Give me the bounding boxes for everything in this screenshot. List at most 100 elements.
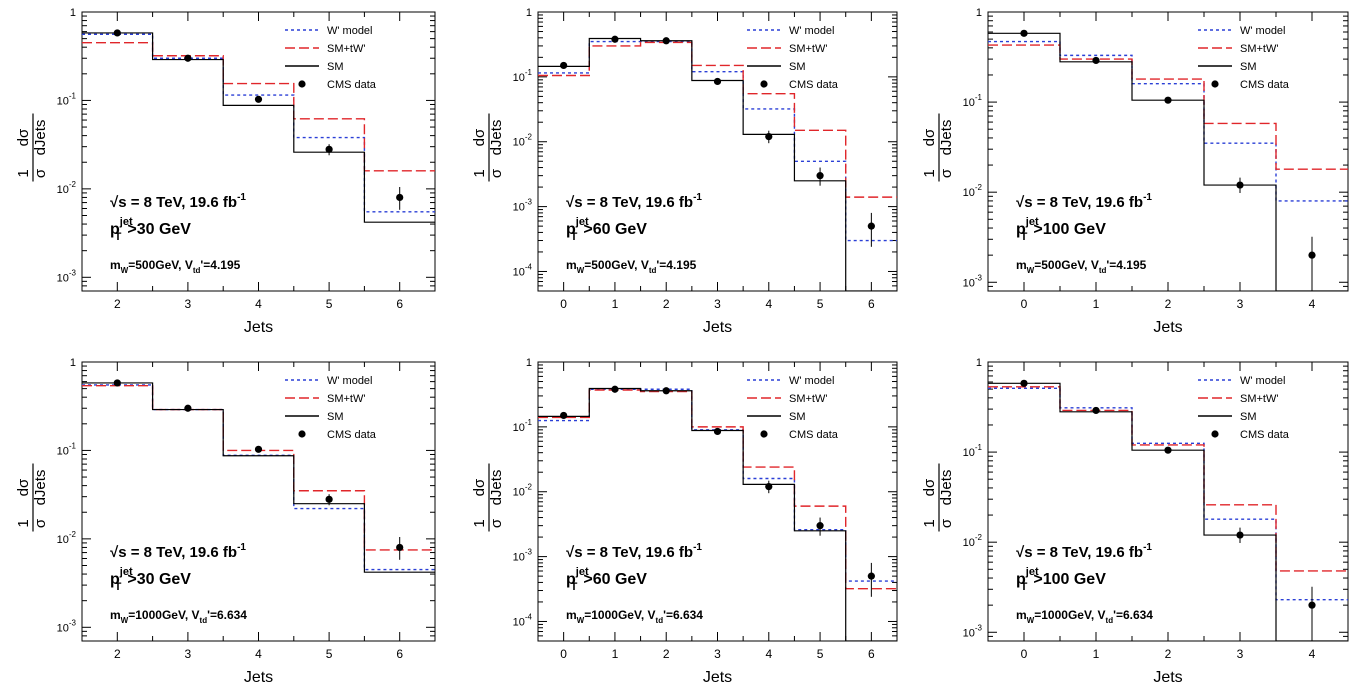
data-point — [184, 54, 192, 62]
y-label-one: 1 — [471, 519, 488, 527]
x-tick-label: 3 — [1237, 297, 1244, 311]
legend-data-label: CMS data — [789, 429, 839, 441]
y-tick-label: 10-3 — [513, 548, 533, 564]
y-tick-label: 10-2 — [57, 530, 77, 546]
data-point — [816, 172, 824, 180]
y-ticks — [988, 11, 1348, 292]
x-tick-label: 4 — [1309, 647, 1316, 661]
data-point — [1308, 601, 1316, 609]
x-tick-label: 2 — [663, 647, 670, 661]
legend-smtw-label: SM+tW' — [327, 43, 365, 55]
data-point — [1092, 56, 1100, 65]
data-point — [867, 222, 875, 230]
data-point — [1308, 251, 1316, 259]
legend-sm-label: SM — [1240, 61, 1257, 73]
annotation-mass: mW=1000GeV, Vtd'=6.634 — [110, 608, 247, 625]
y-tick-label: 10-1 — [963, 443, 983, 459]
data-point — [1236, 531, 1244, 539]
y-tick-label: 1 — [526, 7, 532, 19]
y-label-dsigma: dσ — [921, 478, 938, 496]
data-point — [765, 133, 773, 141]
legend-smtw-label: SM+tW' — [1240, 43, 1278, 55]
x-tick-label: 1 — [612, 647, 619, 661]
x-tick-label: 2 — [114, 297, 121, 311]
x-tick-label: 0 — [560, 297, 567, 311]
annotation-mass: mW=1000GeV, Vtd'=6.634 — [566, 608, 703, 625]
plot-frame — [537, 11, 898, 292]
data-point — [713, 427, 722, 436]
y-label-sigma: σ — [488, 518, 505, 528]
data-point — [1020, 29, 1028, 37]
x-tick-label: 6 — [868, 647, 875, 661]
y-tick-label: 10-2 — [963, 183, 983, 199]
y-label-djets: dJets — [32, 470, 49, 506]
series-smtw-line — [82, 41, 435, 172]
y-label-dsigma: dσ — [921, 128, 938, 146]
y-ticks — [988, 361, 1348, 642]
x-tick-label: 2 — [663, 297, 670, 311]
series-wp-line — [82, 33, 435, 213]
y-tick-label: 10-3 — [57, 618, 77, 634]
y-tick-label: 10-2 — [513, 133, 533, 149]
x-tick-label: 0 — [560, 647, 567, 661]
x-tick-label: 2 — [114, 647, 121, 661]
y-label-one: 1 — [921, 169, 938, 177]
y-axis-label: 1 σ dσ dJets — [15, 463, 49, 532]
x-tick-label: 4 — [1309, 297, 1316, 311]
y-tick-label: 1 — [70, 357, 76, 369]
y-label-djets: dJets — [938, 470, 955, 506]
annotation-mass: mW=1000GeV, Vtd'=6.634 — [1016, 608, 1153, 625]
x-axis-label: Jets — [703, 669, 732, 686]
x-axis-label: Jets — [703, 319, 732, 336]
data-point — [560, 61, 568, 70]
annotation-pt-cut: pjet T >60 GeV — [566, 216, 647, 243]
legend-data-label: CMS data — [327, 429, 377, 441]
legend-sm-label: SM — [327, 411, 344, 423]
data-point — [254, 445, 263, 453]
y-tick-label: 10-2 — [963, 533, 983, 549]
legend-wp-label: W' model — [789, 25, 835, 37]
data-point — [1092, 406, 1100, 415]
legend-data-label: CMS data — [1240, 429, 1290, 441]
legend-sm-label: SM — [1240, 411, 1257, 423]
y-label-djets: dJets — [488, 120, 505, 156]
legend-data-marker — [1211, 430, 1219, 438]
series-wp-line — [82, 384, 435, 571]
x-tick-label: 5 — [817, 297, 824, 311]
y-tick-label: 10-3 — [513, 198, 533, 214]
y-tick-label: 10-1 — [57, 441, 77, 457]
y-tick-label: 10-1 — [513, 68, 533, 84]
y-label-djets: dJets — [32, 120, 49, 156]
x-tick-label: 3 — [714, 297, 721, 311]
series-sm-line — [82, 382, 435, 573]
y-label-one: 1 — [471, 169, 488, 177]
y-tick-label: 1 — [70, 7, 76, 19]
data-point — [1164, 446, 1172, 454]
y-tick-label: 10-4 — [513, 262, 533, 278]
legend-wp-label: W' model — [327, 25, 373, 37]
annotation-energy: √s = 8 TeV, 19.6 fb-1 — [110, 192, 246, 211]
plot-frame — [81, 11, 436, 292]
legend-wp-label: W' model — [1240, 375, 1286, 387]
x-tick-label: 6 — [396, 647, 403, 661]
data-point — [396, 193, 404, 202]
plot-frame — [81, 361, 436, 642]
legend-data-marker — [760, 430, 768, 438]
legend-data-marker — [760, 80, 768, 88]
y-tick-label: 10-1 — [57, 91, 77, 107]
y-tick-label: 10-4 — [513, 612, 533, 628]
legend: W' model SM+tW' SM CMS data — [285, 25, 377, 91]
y-ticks — [538, 361, 897, 642]
legend-data-label: CMS data — [327, 79, 377, 91]
x-axis-label: Jets — [244, 319, 273, 336]
x-tick-label: 5 — [817, 647, 824, 661]
legend: W' model SM+tW' SM CMS data — [747, 25, 839, 91]
annotation-mass: mW=500GeV, Vtd'=4.195 — [1016, 258, 1147, 275]
x-tick-label: 0 — [1021, 297, 1028, 311]
y-axis-label: 1 σ dσ dJets — [471, 113, 505, 182]
y-tick-label: 10-1 — [513, 418, 533, 434]
